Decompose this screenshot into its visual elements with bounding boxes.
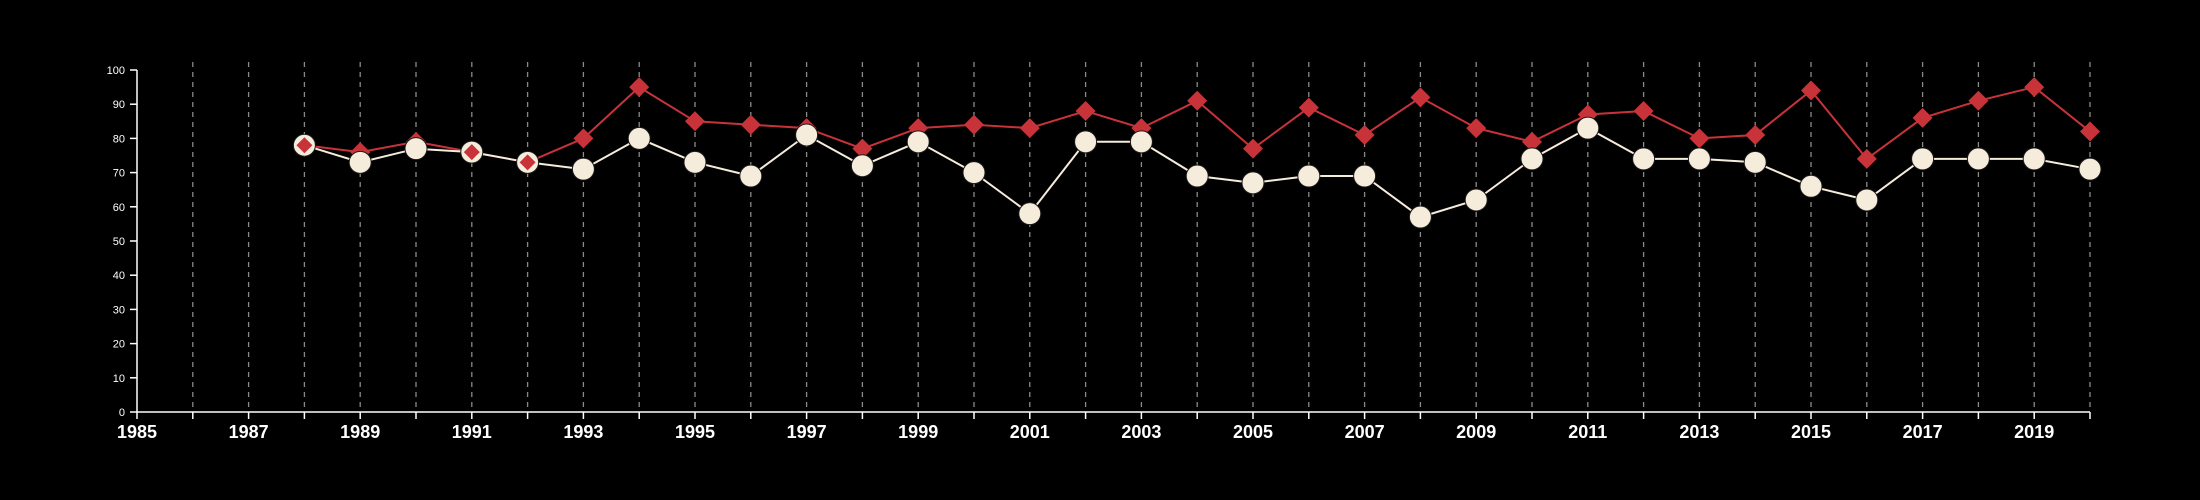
circle-point-1999	[906, 130, 930, 154]
x-tick-label-2009: 2009	[1456, 422, 1496, 442]
diamond-point-2013	[1689, 128, 1710, 149]
circle-point-1989	[348, 150, 372, 174]
circle-point-2004	[1185, 164, 1209, 188]
circle-point-2005	[1241, 171, 1265, 195]
x-tick-label-1999: 1999	[898, 422, 938, 442]
diamond-point-2020	[2080, 121, 2100, 142]
x-tick-label-2017: 2017	[1903, 422, 1943, 442]
y-tick-label-70: 70	[113, 168, 125, 180]
circle-point-2013	[1687, 147, 1711, 171]
circle-point-2011	[1576, 116, 1600, 140]
circle-point-2020	[2078, 157, 2102, 181]
y-tick-label-80: 80	[113, 133, 125, 145]
circle-point-1998	[850, 154, 874, 178]
axes: 0 10 20 30 40 50 60 70 80 90 100 1985 1987 1989 1991 19…	[107, 65, 2091, 442]
y-tick-label-10: 10	[113, 373, 125, 385]
y-tick-label-90: 90	[113, 99, 125, 111]
diamond-point-2000	[964, 114, 984, 135]
diamond-point-2008	[1410, 87, 1431, 108]
y-tick-label-50: 50	[113, 236, 125, 248]
y-tick-label-0: 0	[119, 407, 125, 419]
circle-point-2016	[1855, 188, 1879, 212]
circle-point-2015	[1799, 174, 1823, 198]
circle-point-2019	[2022, 147, 2046, 171]
circle-point-1990	[404, 137, 428, 161]
diamond-point-2005	[1243, 138, 1263, 159]
x-tick-label-1989: 1989	[340, 422, 380, 442]
circle-point-2009	[1464, 188, 1488, 212]
grid-lines	[192, 62, 2091, 412]
diamond-point-2016	[1856, 148, 1877, 169]
x-tick-label-1995: 1995	[675, 422, 715, 442]
diamond-overlay-point-1991	[463, 144, 480, 161]
x-tick-label-1985: 1985	[117, 422, 157, 442]
x-tick-label-2015: 2015	[1791, 422, 1831, 442]
series-markers	[292, 77, 2102, 229]
x-tick-label-2001: 2001	[1010, 422, 1050, 442]
x-tick-label-2007: 2007	[1345, 422, 1385, 442]
circle-point-2008	[1408, 205, 1432, 229]
diamond-point-2010	[1522, 131, 1542, 152]
x-tick-label-1997: 1997	[787, 422, 827, 442]
diamond-point-2007	[1354, 124, 1375, 145]
circle-point-2002	[1074, 130, 1098, 154]
x-tick-label-2005: 2005	[1233, 422, 1273, 442]
circle-point-2007	[1353, 164, 1377, 188]
diamond-point-1995	[685, 111, 705, 132]
x-tick-label-2003: 2003	[1121, 422, 1161, 442]
x-tick-label-2019: 2019	[2014, 422, 2054, 442]
circle-point-2003	[1129, 130, 1153, 154]
diamond-point-2012	[1633, 101, 1654, 122]
diamond-point-2002	[1075, 101, 1096, 122]
diamond-point-2014	[1745, 124, 1766, 145]
diamond-point-2006	[1298, 97, 1319, 118]
y-tick-label-30: 30	[113, 304, 125, 316]
y-tick-label-20: 20	[113, 339, 125, 351]
x-tick-label-1991: 1991	[452, 422, 492, 442]
diamond-point-2004	[1187, 90, 1208, 111]
circle-point-2014	[1743, 150, 1767, 174]
circle-point-2018	[1966, 147, 1990, 171]
diamond-point-1996	[740, 114, 761, 135]
diamond-point-1998	[852, 138, 873, 159]
circle-point-1994	[627, 126, 651, 150]
circle-point-2010	[1520, 147, 1544, 171]
circle-point-2017	[1911, 147, 1935, 171]
x-tick-label-1987: 1987	[229, 422, 269, 442]
diamond-point-2017	[1912, 107, 1933, 128]
y-tick-label-100: 100	[107, 65, 125, 77]
x-tick-label-1993: 1993	[563, 422, 603, 442]
diamond-point-2015	[1801, 80, 1821, 101]
y-tick-label-60: 60	[113, 202, 125, 214]
x-tick-label-2011: 2011	[1568, 422, 1607, 442]
diamond-point-1993	[573, 128, 594, 149]
y-tick-label-40: 40	[113, 270, 125, 282]
circle-point-2006	[1297, 164, 1321, 188]
diamond-point-2019	[2024, 77, 2045, 98]
circle-point-2012	[1632, 147, 1656, 171]
diamond-point-2018	[1968, 90, 1989, 111]
circle-point-1993	[571, 157, 595, 181]
x-tick-label-2013: 2013	[1679, 422, 1719, 442]
circle-point-2001	[1018, 202, 1042, 226]
diamond-point-1994	[629, 77, 650, 98]
circle-point-1996	[739, 164, 763, 188]
circle-point-2000	[962, 161, 986, 185]
circle-point-1995	[683, 150, 707, 174]
diamond-point-2009	[1466, 118, 1487, 139]
diamond-point-2001	[1019, 118, 1040, 139]
diamond-overlay-point-1992	[519, 154, 536, 171]
circle-point-1997	[795, 123, 819, 147]
diamond-overlay-point-1988	[296, 137, 313, 154]
